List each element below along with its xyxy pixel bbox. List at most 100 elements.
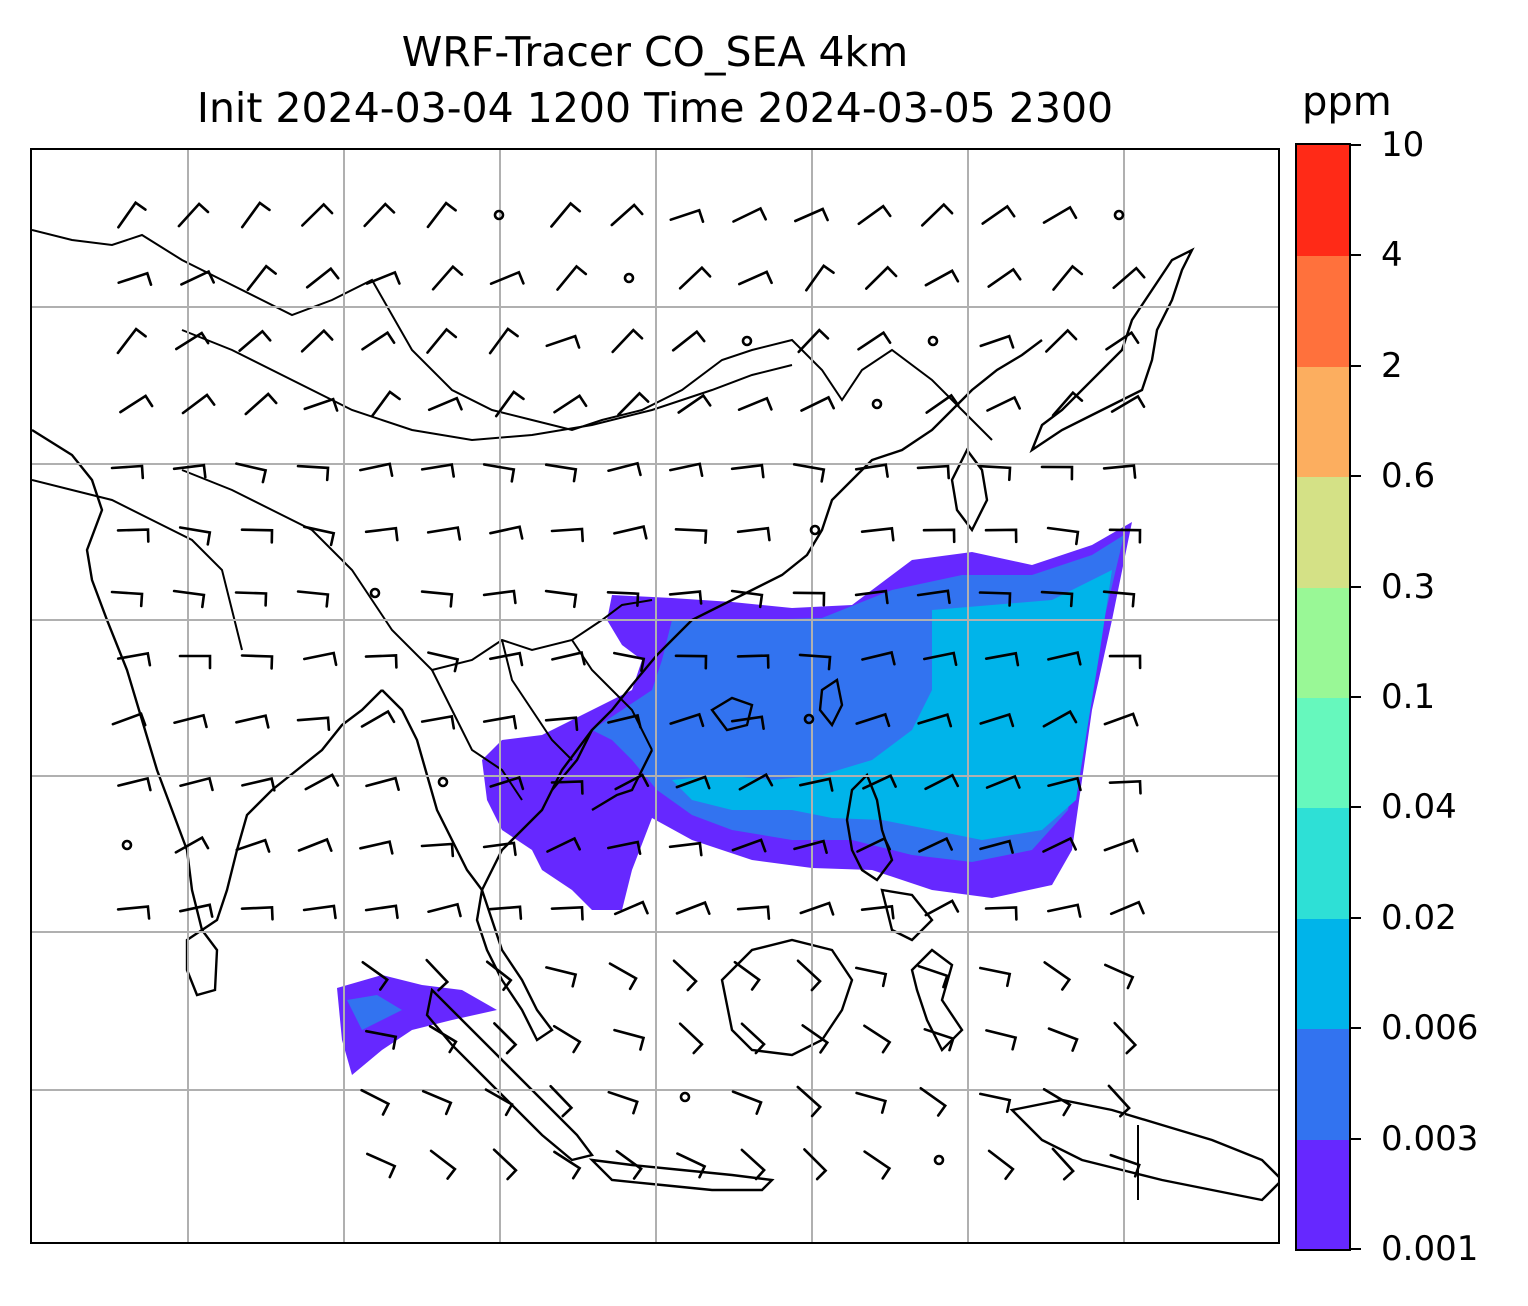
- wind-barb: [801, 1024, 830, 1054]
- wind-barb: [805, 263, 835, 292]
- wind-barb: [1108, 654, 1142, 670]
- calm-wind-marker: [927, 335, 939, 347]
- wind-barb: [857, 330, 892, 351]
- wind-barb: [303, 397, 339, 412]
- wind-barb: [924, 899, 960, 917]
- wind-barb: [677, 393, 712, 414]
- wind-barb: [987, 1149, 1015, 1180]
- wind-barb: [792, 463, 826, 483]
- wind-barb: [550, 201, 582, 228]
- colorbar-tick-label: 4: [1381, 235, 1403, 276]
- wind-barb: [984, 651, 1020, 667]
- calm-wind-marker: [623, 272, 635, 284]
- wind-barb: [364, 526, 399, 542]
- wind-barb: [359, 462, 394, 477]
- wind-barb: [979, 712, 1015, 728]
- wind-barb: [117, 271, 153, 286]
- wind-barb: [669, 462, 704, 477]
- wind-barb: [669, 712, 705, 728]
- wind-barb: [979, 966, 1012, 988]
- wind-barb: [1045, 328, 1078, 353]
- wind-barb: [489, 270, 525, 285]
- wind-barb: [854, 589, 889, 605]
- wind-barb: [860, 904, 895, 920]
- wind-barb: [420, 463, 455, 478]
- colorbar-tick-label: 0.6: [1381, 456, 1436, 497]
- wind-barb: [544, 716, 579, 731]
- colorbar-tick-label: 0.04: [1381, 787, 1457, 828]
- wind-barb: [674, 528, 708, 544]
- calm-wind-marker: [437, 776, 449, 788]
- chart-title-line-2: Init 2024-03-04 1200 Time 2024-03-05 230…: [196, 84, 1114, 132]
- wind-barb: [492, 1148, 518, 1181]
- wind-barb: [606, 591, 640, 607]
- wind-barb: [803, 1148, 828, 1181]
- wind-barb: [302, 904, 337, 920]
- wind-barb: [916, 589, 951, 605]
- wind-barb: [854, 463, 889, 478]
- wind-barb: [984, 528, 1018, 544]
- wind-barb: [613, 900, 649, 916]
- wind-barb: [732, 206, 767, 223]
- wind-barb: [1109, 900, 1145, 916]
- wind-barb: [431, 264, 464, 291]
- wind-barb: [119, 394, 154, 414]
- wind-barb: [238, 329, 272, 352]
- wind-barb: [552, 1024, 582, 1054]
- wind-barb: [235, 714, 270, 729]
- calm-wind-marker: [803, 713, 815, 725]
- map-canvas: [32, 150, 1278, 1242]
- colorbar-tick: [1351, 364, 1361, 367]
- colorbar-band: [1297, 1138, 1349, 1249]
- wind-barb: [863, 1150, 892, 1180]
- wind-barb: [676, 1152, 707, 1179]
- wind-barb: [608, 962, 638, 991]
- wind-barb: [730, 589, 764, 609]
- wind-barb: [919, 1087, 948, 1117]
- colorbar-band: [1297, 255, 1349, 367]
- wind-barb: [116, 327, 147, 355]
- colorbar-tick-label: 0.02: [1381, 897, 1457, 938]
- wind-barb: [924, 773, 960, 791]
- wind-barb: [610, 203, 644, 227]
- wind-barb: [613, 1028, 646, 1051]
- wind-barb: [799, 901, 835, 916]
- wind-barb: [488, 327, 519, 355]
- tracer-plume: [337, 522, 1132, 1075]
- wind-barb: [234, 591, 268, 607]
- wind-barb: [1043, 961, 1072, 991]
- wind-barb: [862, 773, 897, 790]
- wind-barb: [617, 391, 650, 416]
- wind-barb: [359, 840, 394, 855]
- wind-barb: [360, 1088, 391, 1116]
- colorbar-tick: [1351, 1248, 1361, 1250]
- wind-barb: [426, 201, 457, 229]
- wind-barb: [740, 1148, 766, 1181]
- wind-barb: [860, 526, 895, 542]
- coastline-srilanka: [185, 928, 219, 997]
- coastline-indochina: [551, 339, 1043, 791]
- colorbar-tick: [1351, 1137, 1361, 1140]
- wind-barb: [426, 526, 462, 541]
- wind-barb: [736, 905, 771, 920]
- wind-barb: [553, 394, 588, 414]
- wind-barb: [985, 1029, 1018, 1051]
- wind-barb: [370, 390, 401, 418]
- wind-barb: [1042, 205, 1078, 224]
- calm-wind-marker: [493, 209, 505, 221]
- colorbar-tick: [1351, 585, 1361, 588]
- wind-barb: [240, 905, 274, 921]
- wind-barb: [489, 775, 525, 791]
- wind-barb: [489, 651, 524, 667]
- colorbar-tick-label: 0.006: [1381, 1008, 1479, 1049]
- wind-barb: [304, 773, 340, 791]
- colorbar-tick: [1351, 1027, 1361, 1030]
- border-india-pakistan: [32, 479, 243, 651]
- wind-barb: [297, 837, 333, 852]
- wind-barb: [857, 204, 892, 226]
- wind-barb: [984, 906, 1018, 921]
- colorbar: [1295, 143, 1351, 1251]
- wind-barb: [365, 270, 401, 285]
- colorbar-band: [1297, 586, 1349, 698]
- calm-wind-marker: [809, 524, 821, 536]
